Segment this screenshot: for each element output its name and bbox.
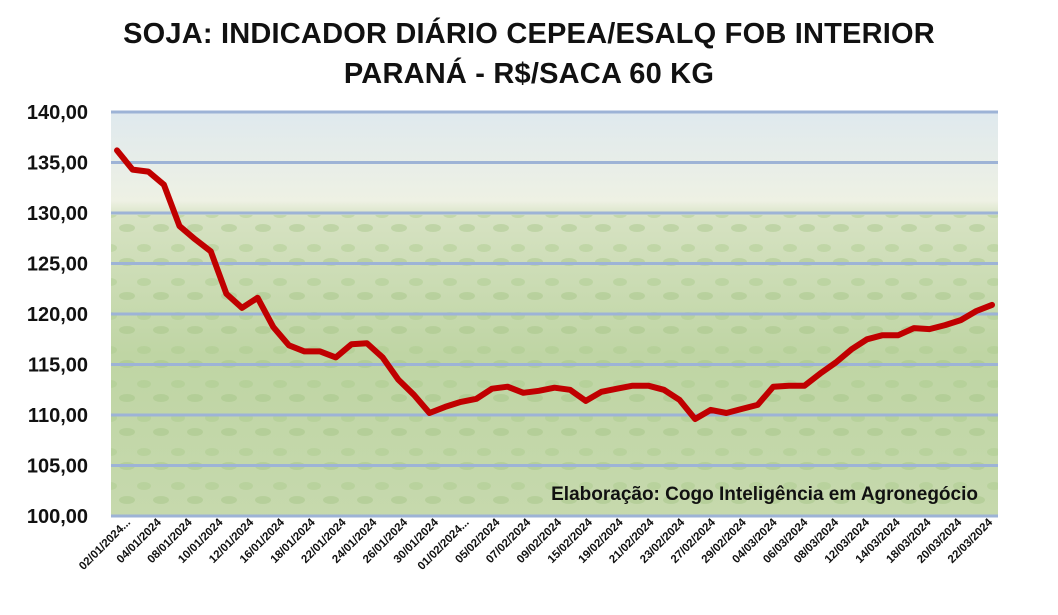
x-axis: 02/01/2024...04/01/202408/01/202410/01/2…	[77, 516, 995, 572]
chart-title-line2: PARANÁ - R$/SACA 60 KG	[343, 58, 715, 90]
credit-annotation: Elaboração: Cogo Inteligência em Agroneg…	[551, 484, 978, 505]
y-tick-label: 125,00	[27, 254, 88, 276]
y-tick-label: 115,00	[28, 355, 88, 377]
y-tick-label: 105,00	[27, 456, 88, 478]
y-tick-label: 135,00	[27, 153, 88, 175]
y-tick-label: 100,00	[27, 506, 88, 528]
price-series	[114, 147, 995, 422]
series-line	[114, 147, 995, 422]
chart-title: SOJA: INDICADOR DIÁRIO CEPEA/ESALQ FOB I…	[0, 14, 1058, 94]
y-tick-label: 110,00	[28, 405, 88, 427]
y-tick-label: 120,00	[27, 304, 88, 326]
y-tick-label: 130,00	[27, 203, 88, 225]
y-axis: 100,00 105,00 110,00 115,00 120,00 125,00 130,…	[27, 102, 88, 528]
chart-title-line1: SOJA: INDICADOR DIÁRIO CEPEA/ESALQ FOB I…	[123, 18, 935, 50]
gridlines	[111, 110, 998, 518]
y-tick-label: 140,00	[27, 102, 88, 124]
